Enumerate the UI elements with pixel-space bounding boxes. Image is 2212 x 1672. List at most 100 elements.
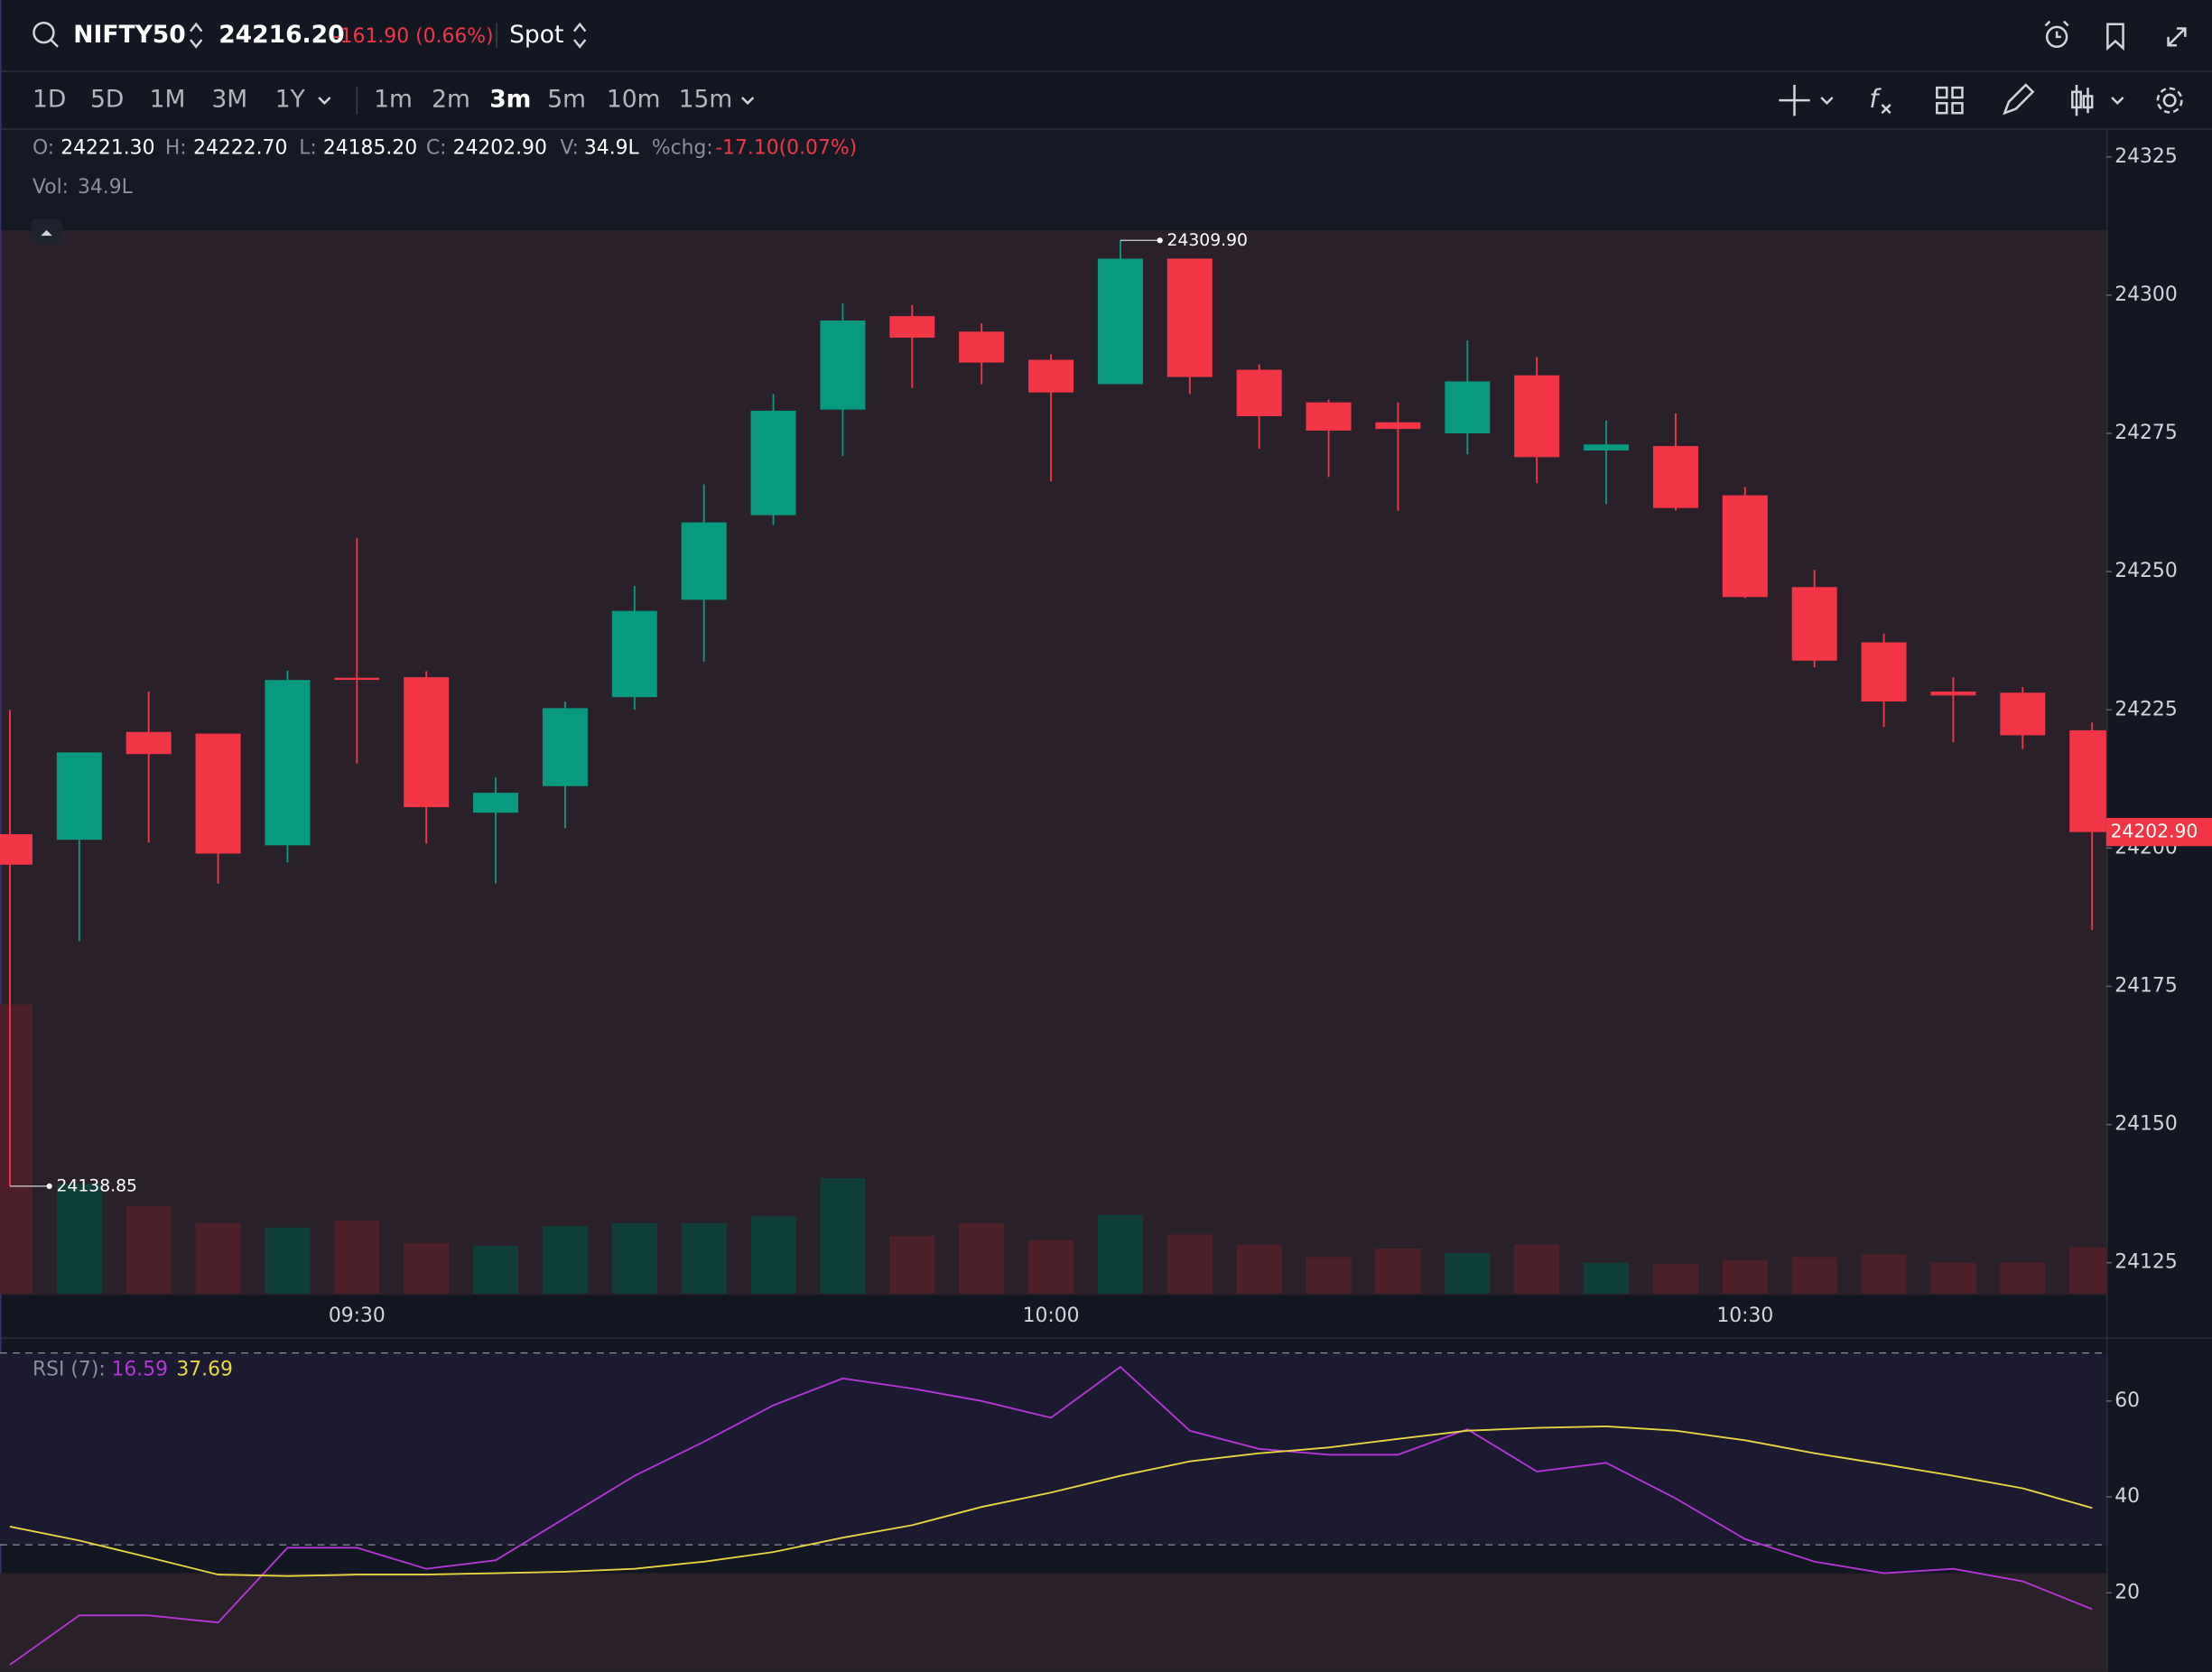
candle-body bbox=[2000, 692, 2046, 736]
volume-bar bbox=[0, 1004, 33, 1295]
x-tick-label: 09:30 bbox=[329, 1305, 386, 1327]
settings-icon bbox=[2156, 87, 2183, 114]
bookmark-icon[interactable] bbox=[2106, 23, 2124, 51]
search-icon bbox=[50, 39, 59, 48]
candle-body bbox=[1514, 375, 1560, 458]
segment[interactable]: Spot bbox=[509, 21, 563, 49]
timeframe-button[interactable]: 1D bbox=[33, 86, 66, 114]
candle-body bbox=[1445, 381, 1491, 434]
candle-body bbox=[542, 708, 588, 786]
volume-bar bbox=[1514, 1244, 1560, 1295]
volume-bar bbox=[681, 1222, 727, 1295]
candle-body bbox=[611, 610, 657, 698]
y-tick-label: 24250 bbox=[2114, 560, 2178, 582]
volume-bar bbox=[889, 1235, 935, 1295]
layout-icon bbox=[1951, 102, 1964, 115]
legend-value: 24185.20 bbox=[323, 136, 417, 159]
symbol[interactable]: NIFTY50 bbox=[73, 21, 186, 49]
search-icon[interactable] bbox=[33, 21, 55, 44]
volume-bar bbox=[265, 1227, 311, 1295]
y-tick-label: 24150 bbox=[2114, 1113, 2178, 1136]
timeframe-button[interactable]: 1M bbox=[150, 86, 186, 114]
dropdown[interactable] bbox=[1820, 97, 1834, 106]
volume-bar bbox=[1375, 1248, 1421, 1295]
chart-type-icon[interactable] bbox=[2075, 84, 2089, 116]
rsi-value: 37.69 bbox=[176, 1358, 233, 1380]
interval-button[interactable]: 15m bbox=[679, 86, 733, 114]
plot-area bbox=[0, 229, 2106, 1296]
interval-button[interactable]: 3m bbox=[489, 86, 531, 114]
interval-button[interactable]: 1m bbox=[374, 86, 413, 114]
x-tick-label: 10:00 bbox=[1023, 1305, 1080, 1327]
y-tick-label: 24125 bbox=[2114, 1251, 2178, 1274]
toolbar: 1D 5D 1M 3M 1Y 1m 2m 3m 5m 10m 15m bbox=[33, 86, 755, 115]
annotation-label: 24309.90 bbox=[1166, 231, 1247, 250]
timeframe-button[interactable]: 3M bbox=[211, 86, 247, 114]
dropdown[interactable] bbox=[2111, 97, 2124, 106]
volume-bar bbox=[2000, 1262, 2046, 1295]
interval-button[interactable]: 5m bbox=[547, 86, 586, 114]
symbol-switch[interactable] bbox=[189, 22, 203, 49]
segment-switch[interactable] bbox=[572, 22, 587, 49]
rsi-value: 16.59 bbox=[111, 1358, 168, 1380]
candle-body bbox=[1306, 402, 1352, 431]
legend-key: H: bbox=[165, 136, 187, 159]
legend-key: C: bbox=[426, 136, 447, 159]
candle-body bbox=[2069, 729, 2106, 832]
dropdown[interactable] bbox=[318, 97, 331, 106]
fullscreen-icon[interactable] bbox=[2167, 27, 2187, 47]
ohlc-legend: O: 24221.30 H: 24222.70 L: 24185.20 C: 24202.90… bbox=[33, 136, 857, 199]
candle-body bbox=[1722, 495, 1768, 598]
candle-body bbox=[195, 733, 241, 854]
volume-bar bbox=[404, 1242, 450, 1295]
candle-body bbox=[265, 680, 311, 846]
indicator-icon bbox=[1881, 103, 1891, 115]
timeframe-button[interactable]: 1Y bbox=[275, 86, 306, 114]
draw-icon[interactable] bbox=[2003, 83, 2035, 116]
volume-bar bbox=[542, 1226, 588, 1295]
interval-button[interactable]: 10m bbox=[607, 86, 661, 114]
volume-bar bbox=[195, 1222, 241, 1295]
legend-key: O: bbox=[33, 136, 54, 159]
volume-bar bbox=[1584, 1262, 1630, 1295]
candle-body bbox=[334, 677, 380, 681]
volume-bar bbox=[959, 1222, 1005, 1295]
interval-button[interactable]: 2m bbox=[432, 86, 470, 114]
crosshair-tool[interactable] bbox=[1779, 84, 1810, 116]
y-tick-label: 24325 bbox=[2114, 145, 2178, 168]
legend-value: 24222.70 bbox=[193, 136, 287, 159]
candle-body bbox=[681, 522, 727, 600]
y-tick-label: 20 bbox=[2114, 1581, 2140, 1603]
rsi-label: RSI (7): bbox=[33, 1358, 106, 1380]
x-tick-label: 10:30 bbox=[1716, 1305, 1773, 1327]
settings-icon[interactable] bbox=[2162, 93, 2177, 107]
layout-icon[interactable] bbox=[1936, 86, 1948, 99]
volume-bar bbox=[56, 1184, 102, 1295]
y-tick-label: 24300 bbox=[2114, 283, 2178, 306]
volume-value: 34.9L bbox=[78, 176, 134, 199]
legend-value: 34.9L bbox=[584, 136, 640, 159]
candle-body bbox=[1652, 446, 1698, 508]
legend-value: 24221.30 bbox=[60, 136, 154, 159]
candle-body bbox=[1236, 369, 1282, 417]
legend-key: %chg: bbox=[652, 136, 713, 159]
rsi-band bbox=[0, 1352, 2106, 1546]
volume-bar bbox=[1445, 1252, 1491, 1295]
alert-icon[interactable] bbox=[2045, 25, 2068, 49]
candle-body bbox=[1930, 692, 1976, 696]
volume-bar bbox=[2069, 1247, 2106, 1295]
candle-body bbox=[473, 793, 519, 813]
y-tick-label: 24275 bbox=[2114, 422, 2178, 444]
candle-body bbox=[1097, 258, 1143, 385]
dropdown[interactable] bbox=[740, 97, 755, 106]
legend-area bbox=[0, 129, 2106, 230]
layout-icon bbox=[1936, 102, 1948, 115]
timeframe-button[interactable]: 5D bbox=[90, 86, 124, 114]
last-price-label: 24202.90 bbox=[2111, 821, 2198, 842]
price-change: -161.90 (0.66%) bbox=[333, 25, 494, 48]
last-price-tag bbox=[2105, 817, 2212, 847]
legend-value: -17.10(0.07%) bbox=[715, 136, 857, 159]
volume-bar bbox=[334, 1220, 380, 1295]
